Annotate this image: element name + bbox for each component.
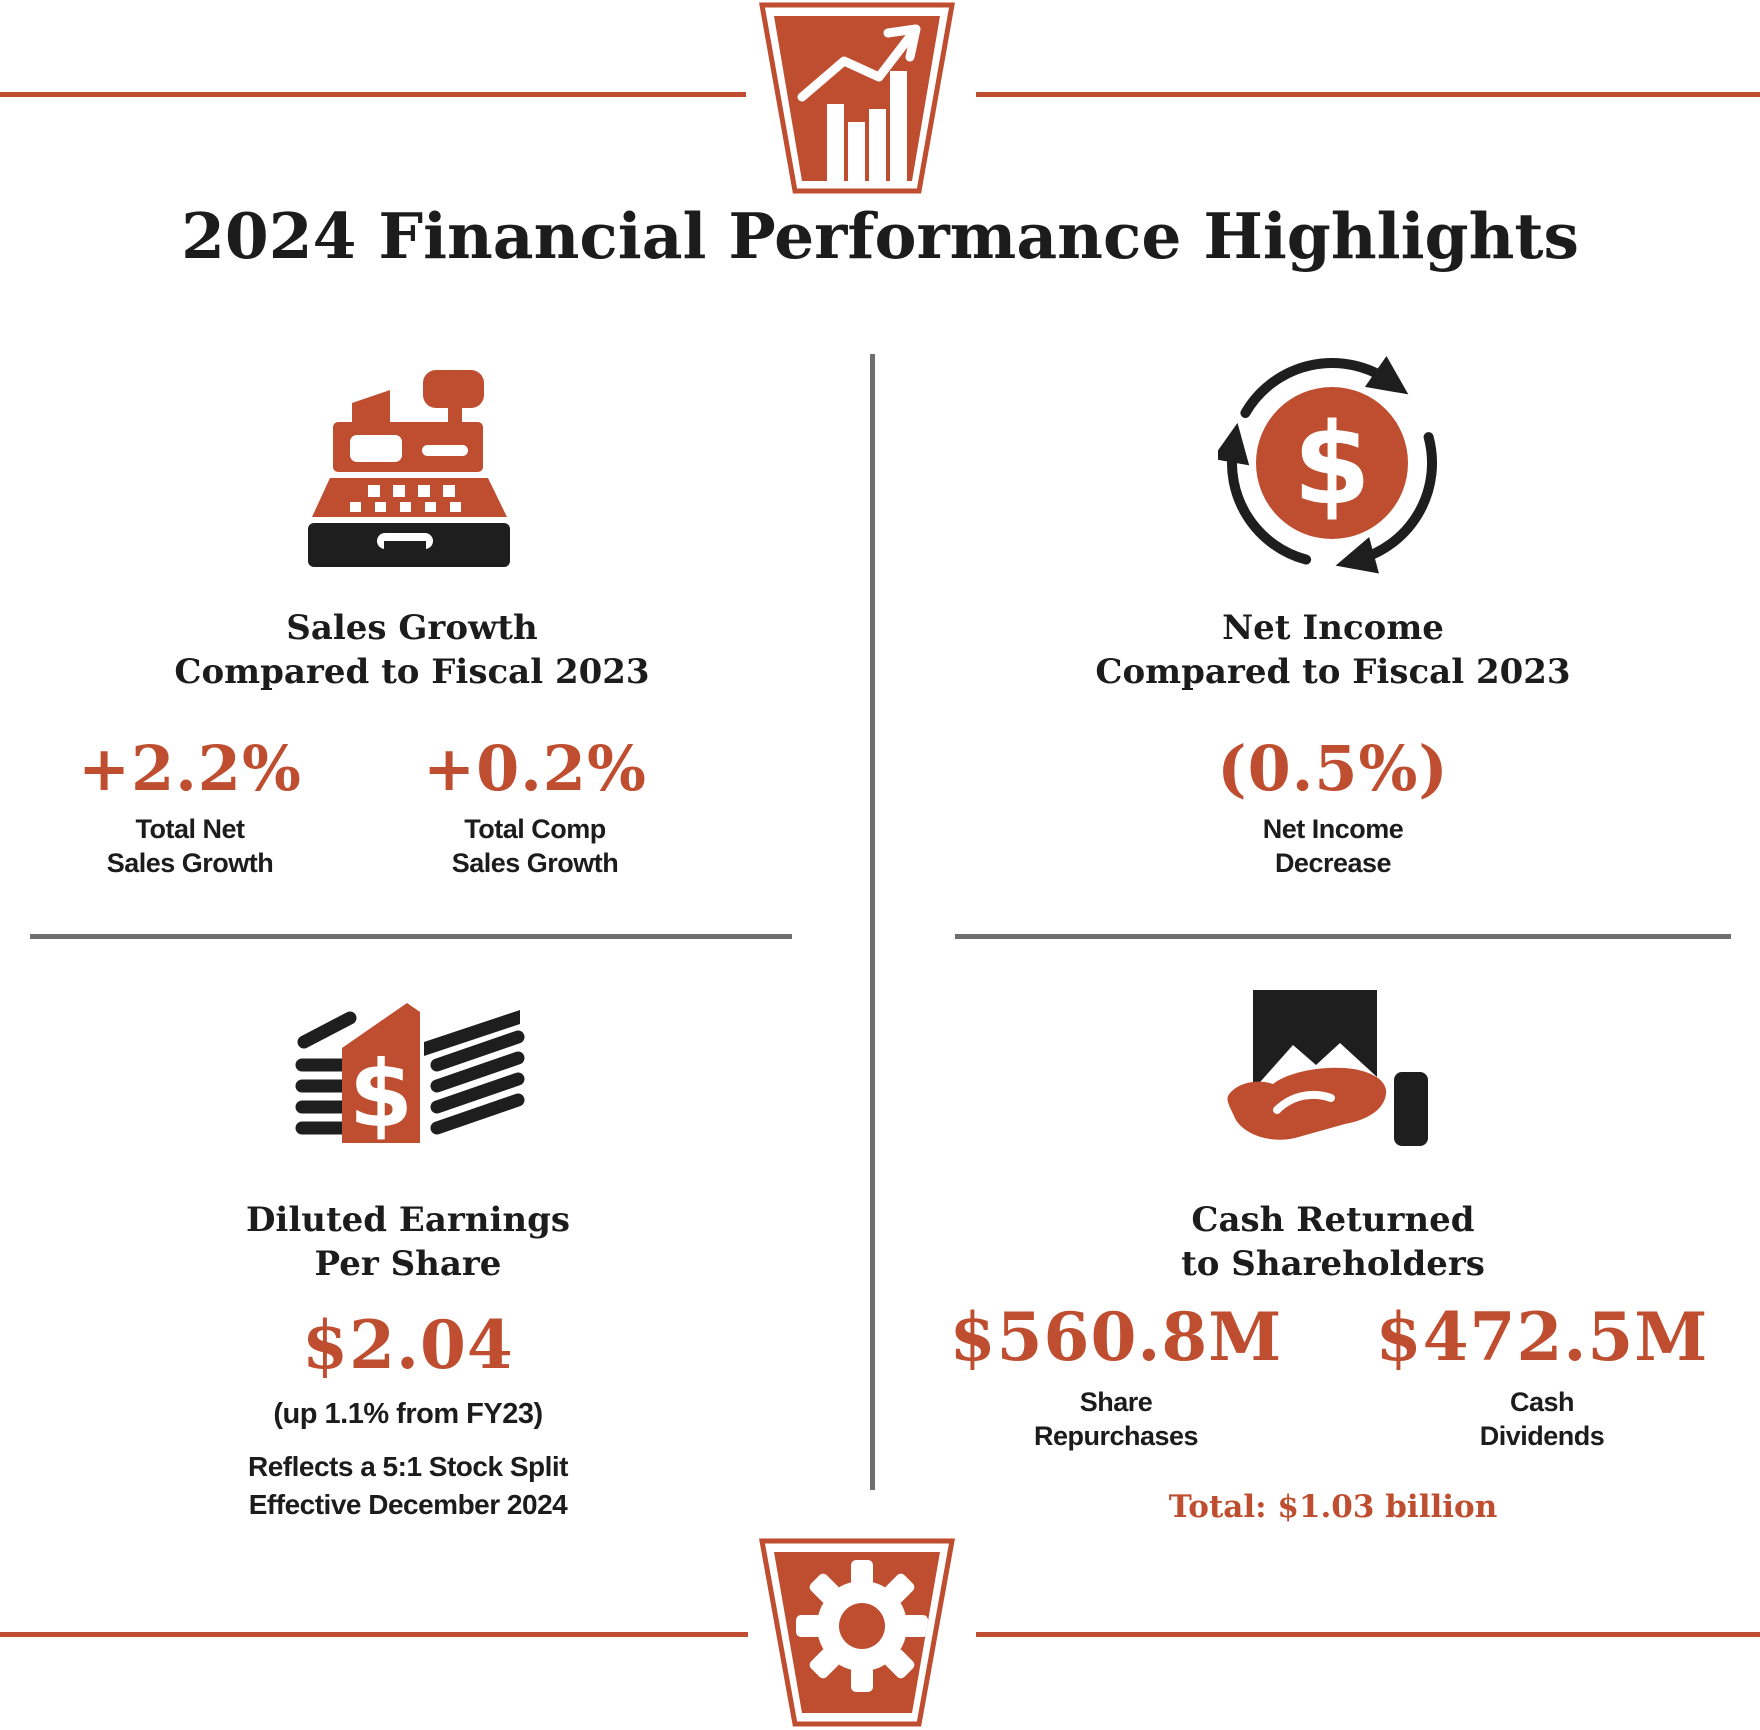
cycle-arrows [1218,355,1438,574]
section-heading: Cash Returned to Shareholders [1033,1198,1633,1286]
top-rule-left [0,92,746,97]
heading-line: Compared to Fiscal 2023 [1095,652,1571,692]
package-box [1253,990,1377,1090]
stat-label-line: Total Net [135,814,246,844]
section-heading: Net Income Compared to Fiscal 2023 [1033,606,1633,694]
stock-split-note: Reflects a 5:1 Stock Split Effective Dec… [108,1448,708,1524]
heading-line: Per Share [314,1244,502,1284]
top-rule-right [976,92,1760,97]
dollar-sign: $ [349,1041,413,1148]
bottom-rule-left [0,1632,748,1637]
hand-giving-box-icon [1227,990,1428,1146]
heading-line: Compared to Fiscal 2023 [174,652,650,692]
stat-label: Share Repurchases [946,1385,1286,1453]
heading-line: Cash Returned [1191,1200,1475,1240]
trend-arrow-icon [797,25,920,102]
stat-label: Total Net Sales Growth [40,812,340,880]
dollar-coin [1256,387,1408,539]
bill-edges [295,1011,525,1135]
stat-value: (0.5%) [1217,732,1449,805]
stat-value: $472.5M [1375,1298,1709,1376]
stat-label-line: Sales Growth [451,848,619,878]
stat-value: $2.04 [302,1306,514,1384]
divider-horizontal-right [955,934,1731,939]
money-stack-icon: $ [295,1003,525,1148]
heading-line: Net Income [1222,608,1444,648]
note-line: Effective December 2024 [248,1489,568,1520]
cash-register-icon [308,370,510,567]
stat-label-line: Decrease [1274,848,1392,878]
currency-band [342,1003,420,1143]
dollar-sign: $ [1293,400,1371,530]
trend-arrow-head [883,24,921,62]
section-heading: Sales Growth Compared to Fiscal 2023 [112,606,712,694]
bar-chart-icon [827,71,907,181]
heading-line: Sales Growth [286,608,538,648]
gear-logo [759,1538,955,1727]
heading-line: to Shareholders [1181,1244,1485,1284]
total-cash-returned: Total: $1.03 billion [1168,1489,1498,1525]
thumb-gap [1273,1090,1335,1114]
gear-icon [796,1560,928,1692]
giving-hand [1227,1067,1387,1140]
stat-label-line: Repurchases [1033,1421,1199,1451]
stat-label-line: Sales Growth [106,848,274,878]
section-heading: Diluted Earnings Per Share [108,1198,708,1286]
stat-label-line: Dividends [1479,1421,1605,1451]
stat-label-line: Net Income [1262,814,1404,844]
stat-value: $560.8M [949,1298,1283,1376]
divider-horizontal-left [30,934,792,939]
stat-value: +0.2% [423,732,647,805]
hand-cuff [1394,1072,1428,1146]
stat-label: Total Comp Sales Growth [385,812,685,880]
page-title: 2024 Financial Performance Highlights [181,199,1579,273]
stat-label-line: Total Comp [464,814,606,844]
divider-vertical [870,354,875,1490]
stat-label: Cash Dividends [1372,1385,1712,1453]
dollar-cycle-icon: $ [1218,355,1438,574]
stat-label-line: Cash [1509,1387,1575,1417]
heading-line: Diluted Earnings [245,1200,571,1240]
stat-value: +2.2% [78,732,302,805]
stat-label-line: Share [1079,1387,1153,1417]
eps-change-note: (up 1.1% from FY23) [273,1398,543,1430]
trend-chart-logo [759,2,955,194]
stat-label: Net Income Decrease [1183,812,1483,880]
note-line: Reflects a 5:1 Stock Split [247,1451,569,1482]
bottom-rule-right [976,1632,1760,1637]
